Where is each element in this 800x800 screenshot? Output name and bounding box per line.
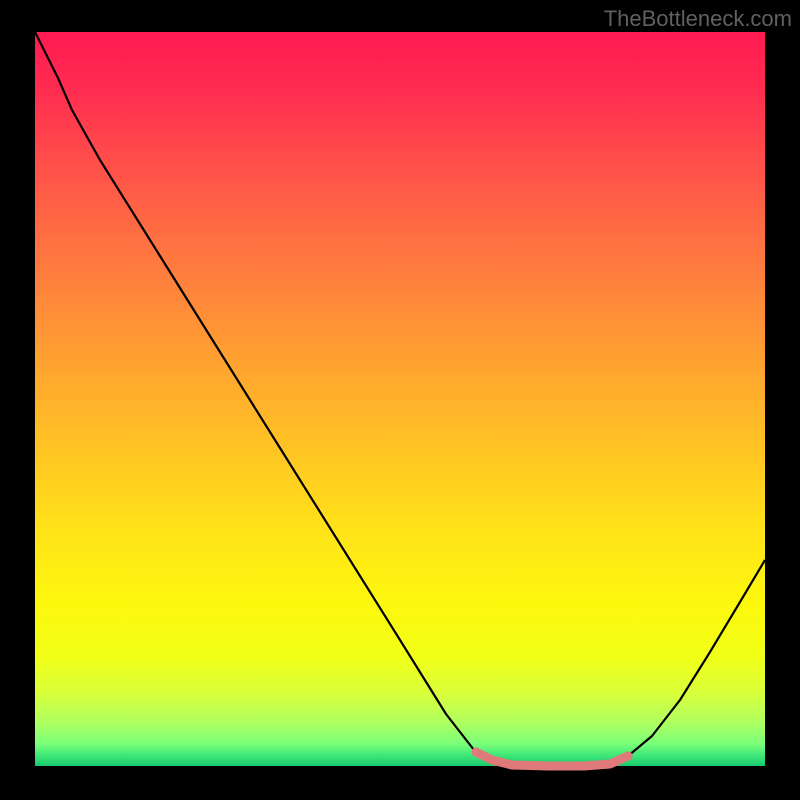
- chart-container: { "watermark": { "text": "TheBottleneck.…: [0, 0, 800, 800]
- plot-background: [35, 32, 765, 766]
- watermark-text: TheBottleneck.com: [604, 6, 792, 32]
- chart-svg: [0, 0, 800, 800]
